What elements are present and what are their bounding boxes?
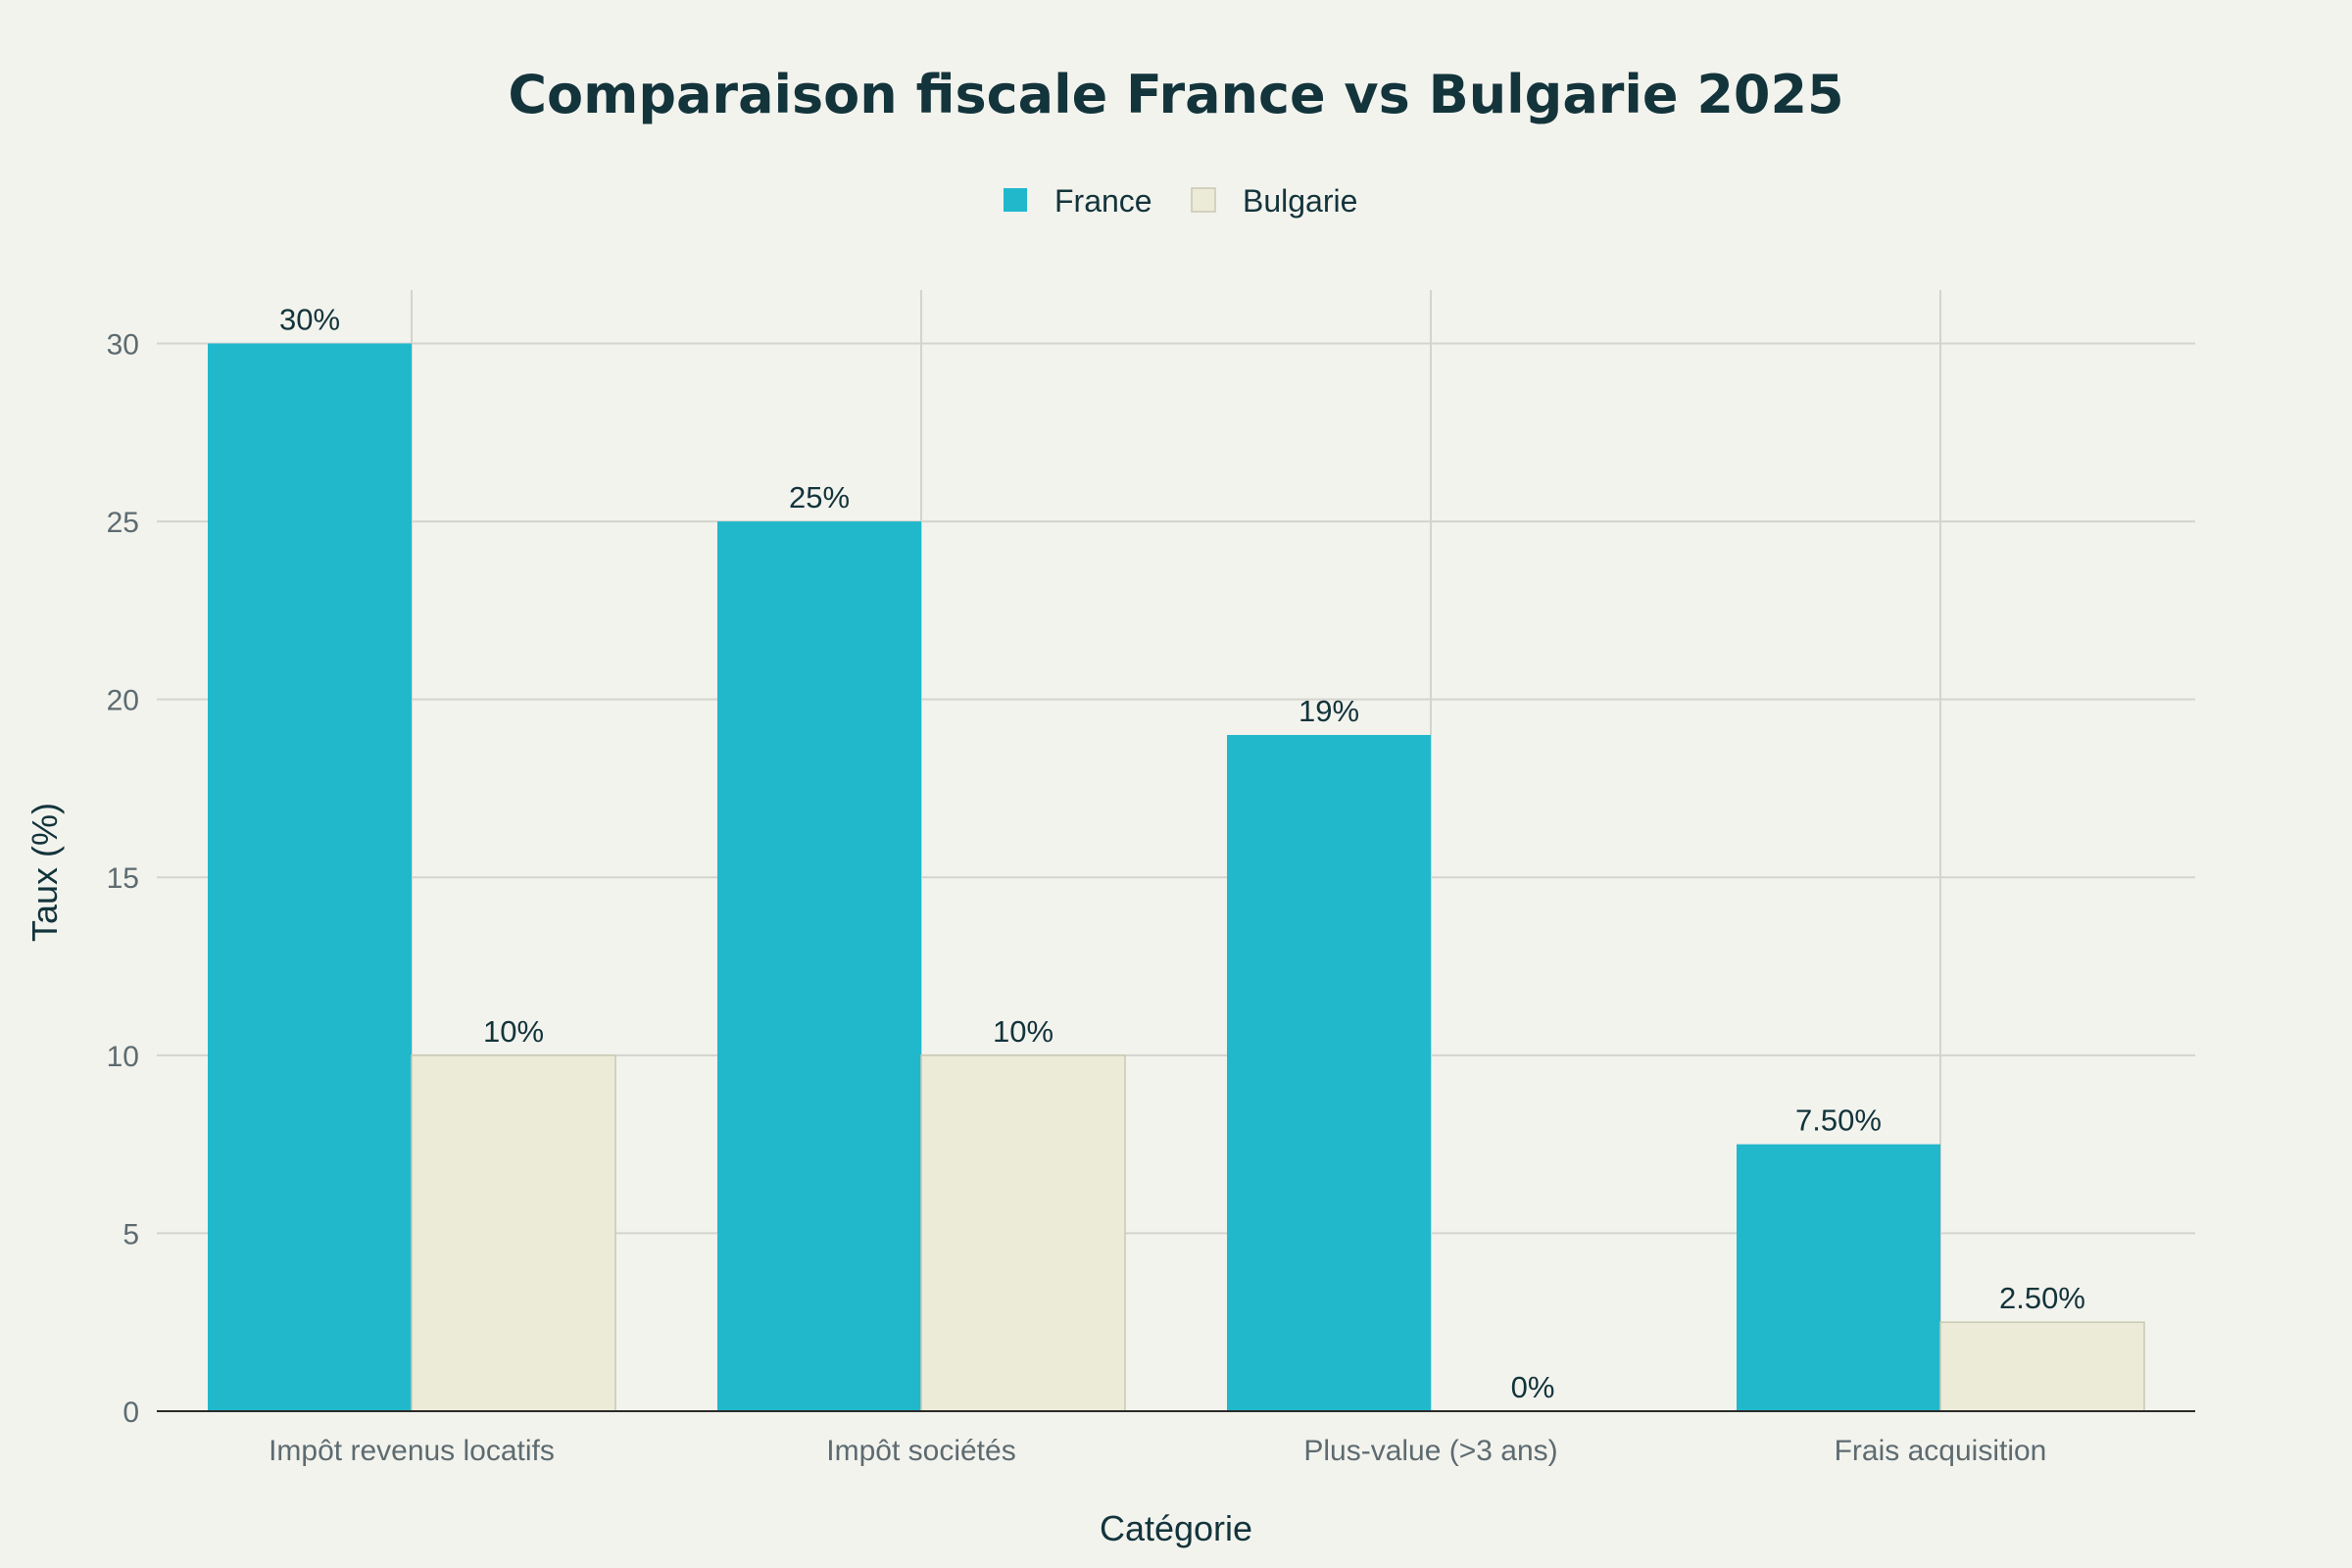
y-axis-ticks: 0 5 10 15 20 25 30 [107, 328, 139, 1429]
bar-bulgarie-0 [411, 1054, 616, 1412]
x-tick-label: Plus-value (>3 ans) [1303, 1435, 1557, 1467]
y-tick-label: 0 [122, 1396, 139, 1429]
y-tick-label: 20 [107, 685, 139, 717]
data-labels: 30% 25% 19% 7.50% 10% 10% 0% 2.50% [279, 302, 2085, 1404]
y-tick-label: 10 [107, 1041, 139, 1073]
bars [157, 343, 2195, 1412]
data-label-bulgarie-1: 10% [993, 1014, 1054, 1049]
data-label-bulgarie-0: 10% [483, 1014, 544, 1049]
y-axis-title: Taux (%) [24, 803, 65, 942]
bar-france-0 [208, 343, 412, 1411]
data-label-france-3: 7.50% [1795, 1103, 1882, 1138]
x-tick-label: Frais acquisition [1835, 1435, 2047, 1467]
legend-swatch-bulgarie [1191, 187, 1216, 213]
y-tick-label: 15 [107, 862, 139, 895]
x-tick-label: Impôt sociétés [826, 1435, 1015, 1467]
data-label-bulgarie-3: 2.50% [1999, 1281, 2085, 1315]
y-tick-label: 25 [107, 507, 139, 539]
x-axis-ticks: Impôt revenus locatifs Impôt sociétés Plus… [269, 1435, 2046, 1467]
data-label-france-1: 25% [789, 480, 850, 514]
data-label-bulgarie-2: 0% [1511, 1370, 1555, 1404]
data-label-france-0: 30% [279, 302, 340, 336]
chart-title: Comparaison fiscale France vs Bulgarie 2… [508, 64, 1843, 125]
y-tick-label: 30 [107, 328, 139, 361]
bar-bulgarie-1 [920, 1054, 1126, 1412]
data-label-france-2: 19% [1298, 694, 1359, 728]
bar-bulgarie-3 [1939, 1321, 2145, 1412]
bar-france-3 [1737, 1144, 1940, 1411]
legend-swatch-france [1004, 188, 1027, 212]
legend-label-france: France [1054, 183, 1152, 219]
legend: France Bulgarie [1004, 183, 1357, 219]
legend-label-bulgarie: Bulgarie [1243, 183, 1357, 219]
y-tick-label: 5 [122, 1218, 139, 1250]
bar-france-2 [1227, 734, 1431, 1411]
x-tick-label: Impôt revenus locatifs [269, 1435, 555, 1467]
bar-france-1 [717, 521, 921, 1411]
x-axis-title: Catégorie [1100, 1508, 1252, 1548]
